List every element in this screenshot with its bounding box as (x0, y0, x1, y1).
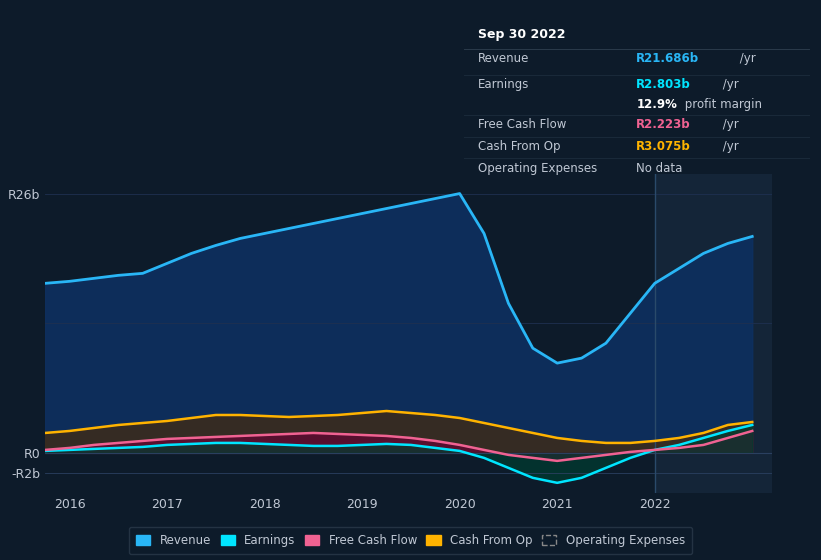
Text: Free Cash Flow: Free Cash Flow (478, 119, 566, 132)
Text: No data: No data (636, 161, 682, 175)
Text: R2.223b: R2.223b (636, 119, 691, 132)
Text: Sep 30 2022: Sep 30 2022 (478, 27, 565, 40)
Text: /yr: /yr (719, 140, 739, 153)
Text: R3.075b: R3.075b (636, 140, 691, 153)
Bar (654, 174, 772, 493)
Legend: Revenue, Earnings, Free Cash Flow, Cash From Op, Operating Expenses: Revenue, Earnings, Free Cash Flow, Cash … (129, 527, 692, 554)
Text: /yr: /yr (719, 78, 739, 91)
Text: profit margin: profit margin (681, 99, 762, 111)
Text: R21.686b: R21.686b (636, 52, 699, 65)
Text: 12.9%: 12.9% (636, 99, 677, 111)
Text: Operating Expenses: Operating Expenses (478, 161, 597, 175)
Text: R2.803b: R2.803b (636, 78, 691, 91)
Text: /yr: /yr (736, 52, 756, 65)
Text: /yr: /yr (719, 119, 739, 132)
Text: Earnings: Earnings (478, 78, 529, 91)
Text: Revenue: Revenue (478, 52, 529, 65)
Text: Cash From Op: Cash From Op (478, 140, 560, 153)
